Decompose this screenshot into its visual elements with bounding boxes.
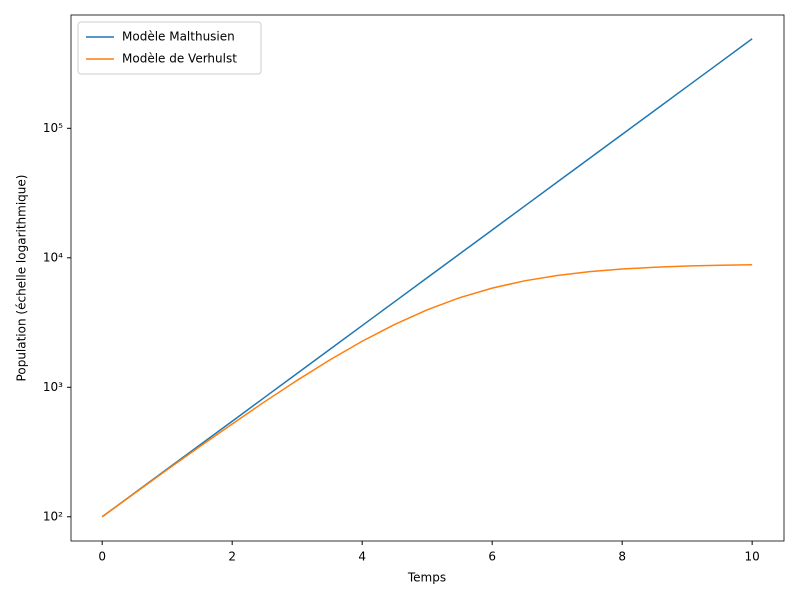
y-tick-label: 10⁴ — [43, 250, 63, 264]
legend-box — [77, 21, 262, 75]
x-tick-label: 0 — [98, 550, 106, 564]
legend-label: Modèle de Verhulst — [122, 52, 237, 66]
x-tick-label: 6 — [488, 550, 496, 564]
plot-frame — [70, 14, 785, 542]
x-tick-label: 2 — [228, 550, 236, 564]
legend-label: Modèle Malthusien — [122, 30, 235, 44]
x-tick-label: 4 — [358, 550, 366, 564]
y-tick-label: 10⁵ — [43, 121, 63, 135]
line-series — [101, 38, 753, 518]
legend: Modèle Malthusien Modèle de Verhulst — [77, 21, 262, 75]
line-series — [101, 263, 753, 518]
x-tick-label: 10 — [745, 550, 760, 564]
x-axis-label: Temps — [407, 571, 446, 585]
y-tick-label: 10³ — [43, 380, 63, 394]
y-axis-label: Population (échelle logarithmique) — [15, 175, 29, 382]
x-tick-label: 8 — [618, 550, 626, 564]
y-tick-label: 10² — [43, 509, 63, 523]
